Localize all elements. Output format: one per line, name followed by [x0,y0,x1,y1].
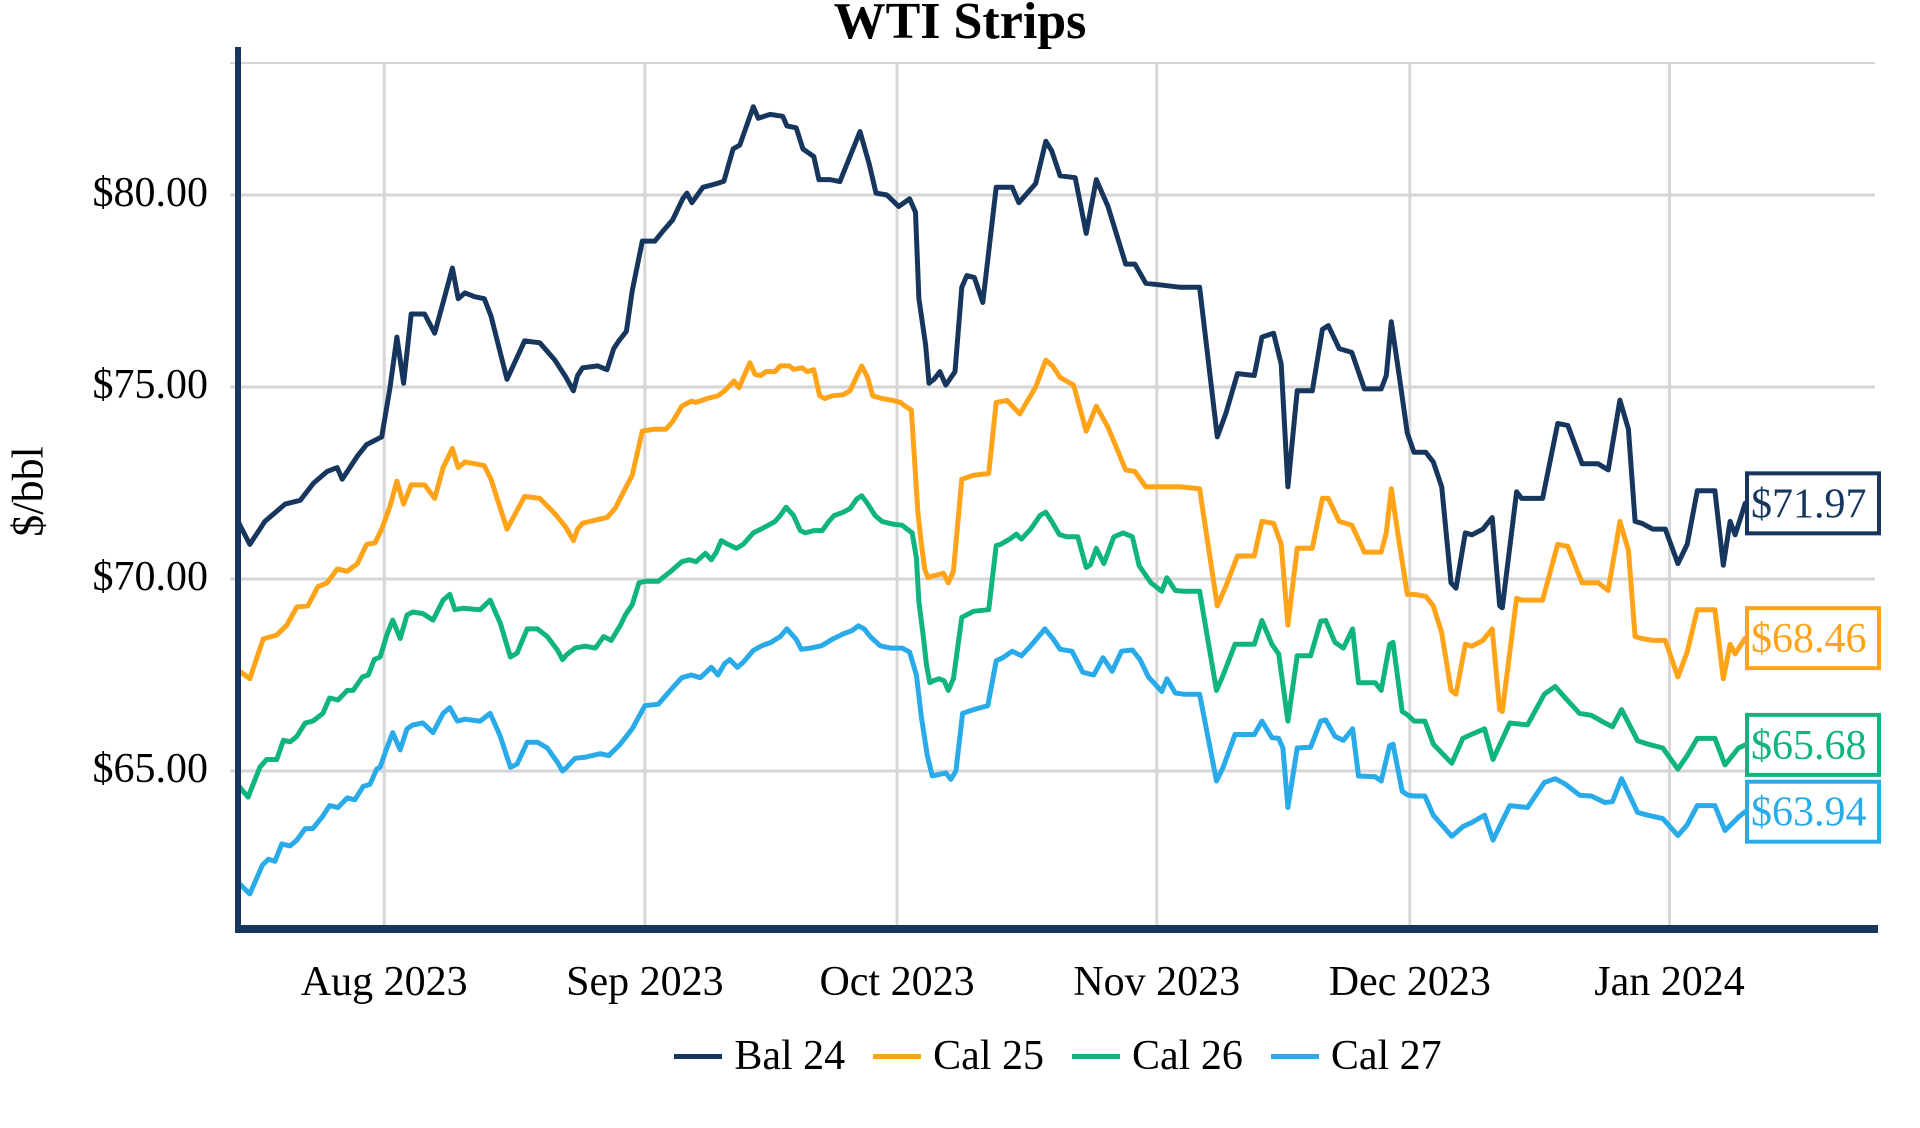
legend-swatch-icon [1270,1053,1319,1059]
end-label-box-bal-24 [1745,471,1881,536]
legend-item-cal-26: Cal 26 [1072,1032,1243,1080]
legend-item-cal-25: Cal 25 [873,1032,1044,1080]
legend-swatch-icon [873,1053,922,1059]
end-label-text-bal-24: $71.97 [1751,481,1867,527]
x-tick-label-Oct-2023: Oct 2023 [819,959,975,1005]
end-value-labels: $71.97 $68.46 $65.68 $63.94 [1745,471,1881,844]
x-tick-label-Sep-2023: Sep 2023 [566,959,724,1005]
end-label-box-cal-27 [1745,779,1881,844]
end-label-text-cal-27: $63.94 [1751,790,1867,836]
series-lines [235,104,1748,897]
x-tick-label-Dec-2023: Dec 2023 [1328,959,1491,1005]
series-line-bal-24 [235,104,1748,611]
x-tick-label-Aug-2023: Aug 2023 [300,959,468,1005]
series-line-cal-25 [235,357,1748,714]
legend-label: Cal 26 [1132,1033,1243,1079]
end-label-text-cal-25: $68.46 [1751,616,1867,662]
end-label-box-cal-26 [1745,712,1881,777]
y-tick-label-70: $70.00 [92,554,209,600]
end-label-box-cal-25 [1745,606,1881,671]
x-tick-label-Jan-2024: Jan 2024 [1594,959,1745,1005]
legend-swatch-icon [674,1053,723,1059]
series-line-cal-26 [235,493,1748,800]
legend: Bal 24 Cal 25 Cal 26 Cal 27 [238,1032,1878,1080]
axes [235,47,1878,933]
x-tick-label-Nov-2023: Nov 2023 [1073,959,1241,1005]
chart-title: WTI Strips [833,0,1087,50]
legend-item-cal-27: Cal 27 [1270,1032,1442,1080]
legend-swatch-icon [1072,1053,1120,1059]
y-tick-label-65: $65.00 [92,746,209,792]
y-tick-label-80: $80.00 [92,170,209,216]
legend-item-bal-24: Bal 24 [674,1032,845,1080]
end-label-text-cal-26: $65.68 [1751,723,1867,769]
legend-label: Cal 25 [933,1033,1044,1079]
y-tick-label-75: $75.00 [92,362,209,408]
legend-label: Bal 24 [734,1033,846,1079]
series-line-cal-27 [235,623,1748,897]
legend-label: Cal 27 [1330,1033,1442,1079]
